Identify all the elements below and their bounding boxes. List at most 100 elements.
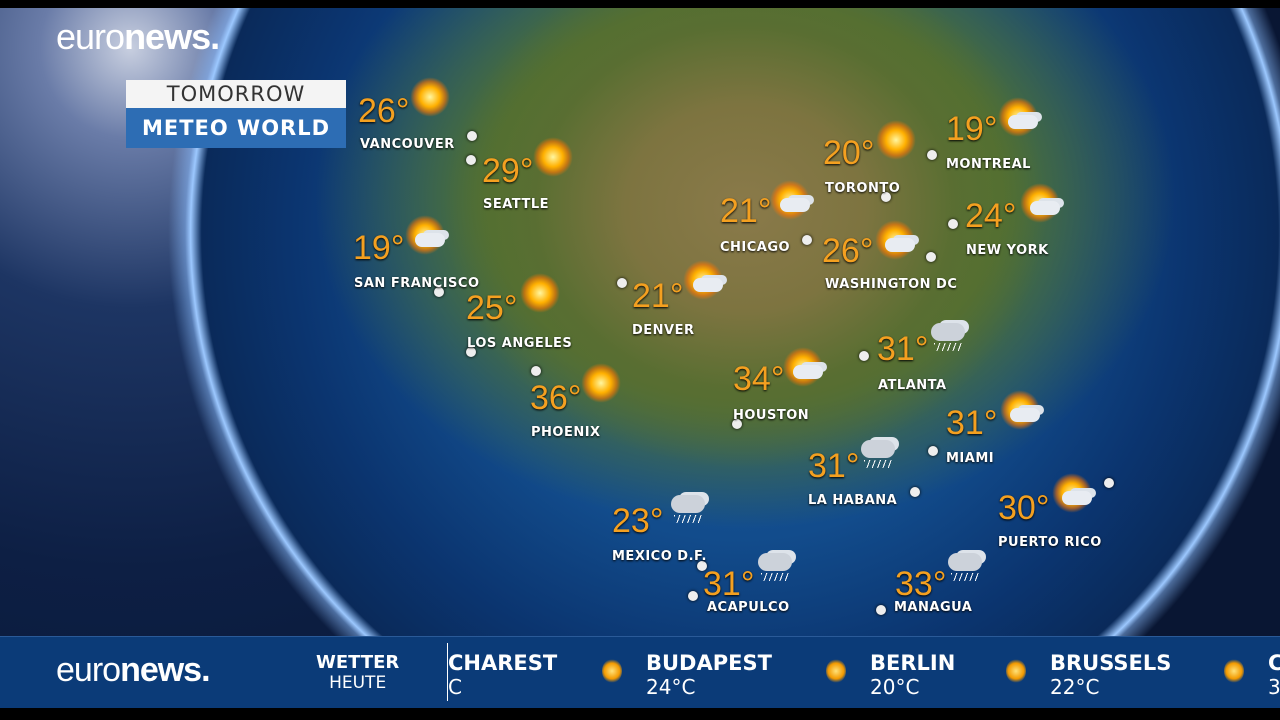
city-name: MANAGUA	[894, 600, 973, 615]
ticker-temp: 24°C	[646, 675, 696, 699]
city-temperature: 19°	[353, 229, 405, 267]
city-name: DENVER	[632, 323, 695, 338]
city-name: HOUSTON	[733, 408, 810, 423]
city-marker	[467, 131, 477, 141]
city-temperature: 21°	[720, 192, 772, 230]
city-temperature: 23°	[612, 502, 664, 540]
city-marker	[688, 591, 698, 601]
cloud-rain-icon	[858, 430, 898, 470]
ticker-temp: C	[448, 675, 462, 699]
city-temperature: 31°	[703, 565, 755, 603]
cloud-rain-icon	[755, 543, 795, 583]
ticker-item: BERLIN 20°C	[870, 651, 955, 699]
city-name: ATLANTA	[878, 378, 947, 393]
euronews-logo: euronews.	[56, 651, 211, 690]
city-marker	[802, 235, 812, 245]
ticker-item: CHAREST C	[448, 651, 557, 699]
city-marker	[928, 446, 938, 456]
city-name: CHICAGO	[720, 240, 791, 255]
ticker-city: BRUSSELS	[1050, 651, 1172, 675]
city-temperature: 36°	[530, 379, 582, 417]
sun-icon	[520, 273, 560, 313]
city-temperature: 31°	[877, 330, 929, 368]
city-temperature: 26°	[358, 92, 410, 130]
sun-cloud-icon	[405, 215, 445, 255]
sun-cloud-icon	[1000, 390, 1040, 430]
ticker-temp: 22°C	[1050, 675, 1100, 699]
city-temperature: 33°	[895, 565, 947, 603]
cloud-rain-icon	[945, 543, 985, 583]
city-marker	[434, 287, 444, 297]
ticker-title: WETTER	[316, 652, 400, 673]
sun-icon	[826, 659, 846, 683]
ticker-item: BRUSSELS 22°C	[1050, 651, 1171, 699]
logo-text-bold: news.	[120, 651, 210, 689]
cloud-rain-icon	[668, 485, 708, 525]
sun-icon	[410, 77, 450, 117]
city-name: VANCOUVER	[360, 137, 455, 152]
city-marker	[859, 351, 869, 361]
sun-cloud-icon	[1020, 183, 1060, 223]
city-name: SAN FRANCISCO	[354, 276, 480, 291]
city-marker	[910, 487, 920, 497]
city-temperature: 30°	[998, 489, 1050, 527]
city-marker	[697, 561, 707, 571]
city-marker	[927, 150, 937, 160]
city-name: MEXICO D.F.	[612, 549, 707, 564]
sun-icon	[876, 120, 916, 160]
city-name: MIAMI	[946, 451, 995, 466]
city-name: PHOENIX	[531, 425, 601, 440]
city-temperature: 29°	[482, 152, 534, 190]
city-name: NEW YORK	[966, 243, 1049, 258]
ticker-city: BUDAPEST	[646, 651, 772, 675]
logo-text-bold: news.	[124, 16, 220, 57]
city-name: LA HABANA	[808, 493, 898, 508]
city-temperature: 19°	[946, 110, 998, 148]
city-name: LOS ANGELES	[467, 336, 573, 351]
weather-ticker: euronews. WETTER HEUTE CHAREST C BUDAPEST 2…	[0, 636, 1280, 708]
city-marker	[1104, 478, 1114, 488]
sun-icon	[533, 137, 573, 177]
city-name: ACAPULCO	[707, 600, 790, 615]
ticker-item: BUDAPEST 24°C	[646, 651, 772, 699]
city-temperature: 25°	[466, 289, 518, 327]
sun-cloud-icon	[875, 220, 915, 260]
city-marker	[876, 605, 886, 615]
sun-cloud-icon	[1006, 659, 1026, 683]
title-meteo-world: METEO WORLD	[126, 108, 346, 148]
sun-icon	[581, 363, 621, 403]
ticker-temp: 20°C	[870, 675, 920, 699]
city-name: SEATTLE	[483, 197, 549, 212]
sun-cloud-icon	[770, 180, 810, 220]
city-temperature: 31°	[808, 447, 860, 485]
sun-icon	[602, 659, 622, 683]
ticker-heading: WETTER HEUTE	[316, 652, 400, 694]
city-marker	[466, 347, 476, 357]
ticker-divider	[447, 643, 448, 701]
euronews-logo: euronews.	[56, 16, 220, 58]
city-temperature: 20°	[823, 134, 875, 172]
city-name: MONTREAL	[946, 157, 1031, 172]
sun-cloud-icon	[1224, 659, 1244, 683]
city-marker	[881, 192, 891, 202]
ticker-subtitle: HEUTE	[329, 673, 387, 693]
city-temperature: 31°	[946, 404, 998, 442]
city-marker	[531, 366, 541, 376]
city-temperature: 26°	[822, 232, 874, 270]
sun-cloud-icon	[783, 347, 823, 387]
ticker-city: C	[1268, 651, 1280, 675]
sun-cloud-icon	[1052, 473, 1092, 513]
city-marker	[617, 278, 627, 288]
weather-map: euronews. TOMORROW METEO WORLD 26° VANCO…	[0, 8, 1280, 636]
title-box: TOMORROW METEO WORLD	[126, 80, 346, 148]
city-marker	[466, 155, 476, 165]
ticker-temp: 3	[1268, 675, 1280, 699]
sun-cloud-icon	[683, 260, 723, 300]
city-marker	[732, 419, 742, 429]
city-temperature: 24°	[965, 197, 1017, 235]
ticker-city: CHAREST	[448, 651, 558, 675]
title-tomorrow: TOMORROW	[126, 80, 346, 108]
ticker-items: CHAREST C BUDAPEST 24°C BERLIN 20°C BRUSSEL…	[448, 637, 1280, 709]
city-name: PUERTO RICO	[998, 535, 1102, 550]
